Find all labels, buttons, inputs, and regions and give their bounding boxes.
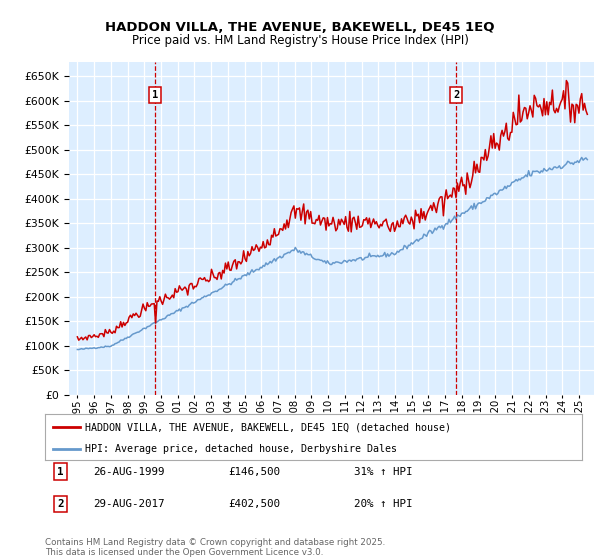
Text: 26-AUG-1999: 26-AUG-1999 — [93, 466, 164, 477]
Text: 2: 2 — [453, 90, 459, 100]
Text: HPI: Average price, detached house, Derbyshire Dales: HPI: Average price, detached house, Derb… — [85, 444, 397, 454]
Text: 31% ↑ HPI: 31% ↑ HPI — [354, 466, 413, 477]
Text: 1: 1 — [57, 466, 64, 477]
Text: Price paid vs. HM Land Registry's House Price Index (HPI): Price paid vs. HM Land Registry's House … — [131, 34, 469, 46]
Text: £402,500: £402,500 — [228, 499, 280, 509]
Text: 2: 2 — [57, 499, 64, 509]
Text: HADDON VILLA, THE AVENUE, BAKEWELL, DE45 1EQ: HADDON VILLA, THE AVENUE, BAKEWELL, DE45… — [105, 21, 495, 34]
Text: 1: 1 — [152, 90, 158, 100]
Text: £146,500: £146,500 — [228, 466, 280, 477]
Text: 29-AUG-2017: 29-AUG-2017 — [93, 499, 164, 509]
Text: 20% ↑ HPI: 20% ↑ HPI — [354, 499, 413, 509]
Text: Contains HM Land Registry data © Crown copyright and database right 2025.
This d: Contains HM Land Registry data © Crown c… — [45, 538, 385, 557]
Text: HADDON VILLA, THE AVENUE, BAKEWELL, DE45 1EQ (detached house): HADDON VILLA, THE AVENUE, BAKEWELL, DE45… — [85, 422, 451, 432]
